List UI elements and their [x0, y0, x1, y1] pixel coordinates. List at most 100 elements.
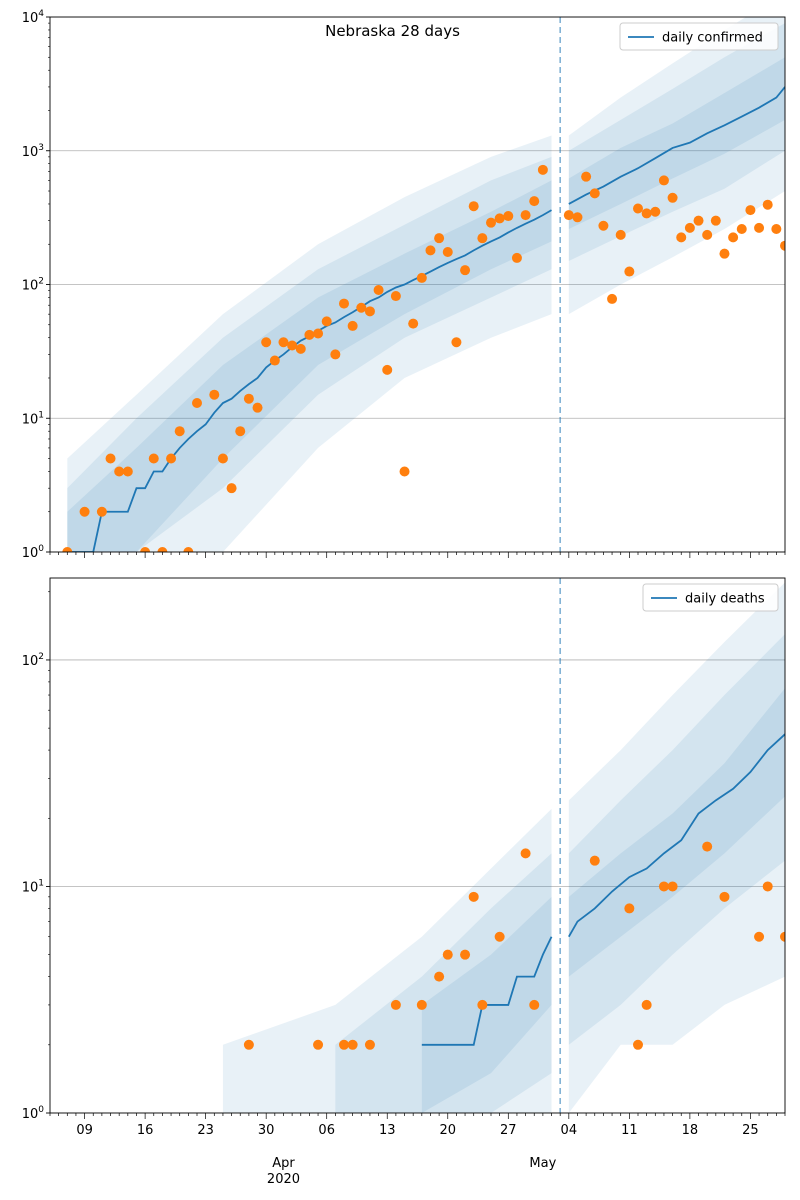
observed-point	[442, 246, 453, 257]
confidence-band-middle	[335, 853, 552, 1113]
x-tick-label: 04	[561, 1123, 578, 1138]
x-tick-label: 16	[137, 1123, 154, 1138]
observed-point	[719, 248, 730, 259]
x-tick-label: 30	[258, 1123, 275, 1138]
y-tick-label: 101	[22, 878, 44, 895]
confidence-band-inner	[67, 180, 552, 552]
observed-point	[174, 426, 185, 437]
confidence-band-outer	[67, 135, 552, 552]
observed-point	[304, 329, 315, 340]
observed-point	[633, 203, 643, 214]
observed-point	[780, 931, 785, 942]
x-tick-label: 13	[379, 1123, 396, 1138]
observed-point	[676, 232, 687, 243]
plot-area-2	[50, 578, 785, 1113]
observed-point	[442, 949, 453, 960]
observed-point	[468, 201, 479, 212]
observed-point	[278, 337, 289, 348]
observed-point	[62, 547, 73, 552]
observed-point	[321, 316, 332, 327]
observed-point	[390, 999, 401, 1010]
y-tick-label: 102	[22, 277, 44, 294]
observed-point	[572, 212, 583, 223]
observed-point	[667, 881, 678, 892]
x-tick-label: 06	[318, 1123, 335, 1138]
observed-point	[589, 188, 600, 199]
observed-point	[235, 426, 246, 437]
observed-point	[434, 971, 445, 982]
observed-point	[684, 222, 695, 233]
observed-point	[633, 1039, 643, 1050]
observed-point	[261, 337, 272, 348]
observed-point	[494, 213, 505, 224]
observed-point	[658, 881, 669, 892]
observed-point	[96, 506, 107, 517]
observed-point	[425, 245, 436, 256]
x-tick-label: 11	[621, 1123, 638, 1138]
observed-point	[494, 931, 505, 942]
observed-point	[373, 284, 384, 295]
observed-point	[477, 233, 488, 244]
observed-point	[529, 999, 540, 1010]
observed-point	[563, 210, 574, 221]
observed-point	[511, 252, 522, 263]
observed-point	[252, 402, 263, 413]
observed-point	[702, 841, 713, 852]
observed-point	[624, 903, 635, 914]
observed-point	[148, 453, 159, 464]
observed-point	[347, 1039, 358, 1050]
observed-point	[693, 215, 704, 226]
confidence-band-outer	[222, 808, 552, 1113]
observed-point	[728, 232, 739, 243]
observed-point	[364, 306, 375, 317]
observed-point	[295, 343, 306, 354]
observed-point	[166, 453, 177, 464]
forecast-median-line	[568, 733, 785, 938]
observed-point	[114, 466, 125, 477]
forecast-median-line	[568, 86, 785, 205]
y-tick-label: 104	[22, 9, 45, 26]
observed-point	[217, 453, 228, 464]
observed-point	[719, 891, 730, 902]
observed-point	[226, 483, 237, 494]
observed-point	[434, 233, 445, 244]
observed-point	[762, 881, 773, 892]
chart-title: Nebraska 28 days	[325, 22, 460, 40]
x-tick-label: 18	[682, 1123, 699, 1138]
x-tick-label: 23	[197, 1123, 214, 1138]
legend-box	[642, 583, 779, 612]
observed-point	[520, 210, 531, 221]
observed-point	[140, 547, 151, 552]
observed-point	[771, 223, 782, 234]
x-month-label: May	[529, 1156, 556, 1171]
observed-point	[607, 293, 618, 304]
observed-point	[192, 398, 202, 409]
legend-label: daily deaths	[685, 592, 765, 607]
confidence-band-inner	[568, 57, 785, 229]
observed-point	[347, 320, 358, 331]
observed-point	[754, 222, 765, 233]
observed-point	[745, 205, 756, 216]
x-month-label: Apr	[272, 1156, 295, 1171]
x-tick-label: 20	[439, 1123, 456, 1138]
legend-label: daily confirmed	[662, 31, 763, 46]
observed-point	[399, 466, 410, 477]
observed-point	[313, 328, 324, 339]
observed-point	[209, 389, 220, 400]
observed-point	[468, 891, 479, 902]
observed-point	[589, 855, 600, 866]
observed-point	[503, 211, 514, 222]
confidence-band-middle	[568, 634, 785, 1045]
observed-point	[736, 223, 747, 234]
y-tick-label: 101	[22, 410, 44, 427]
y-tick-label: 100	[22, 544, 45, 561]
observed-point	[157, 547, 168, 552]
observed-point	[486, 217, 496, 228]
observed-point	[650, 206, 661, 217]
observed-point	[615, 229, 626, 240]
confidence-band-inner	[568, 688, 785, 977]
legend-box	[619, 22, 779, 51]
y-tick-label: 102	[22, 652, 44, 669]
observed-point	[382, 364, 393, 375]
observed-point	[702, 229, 713, 240]
